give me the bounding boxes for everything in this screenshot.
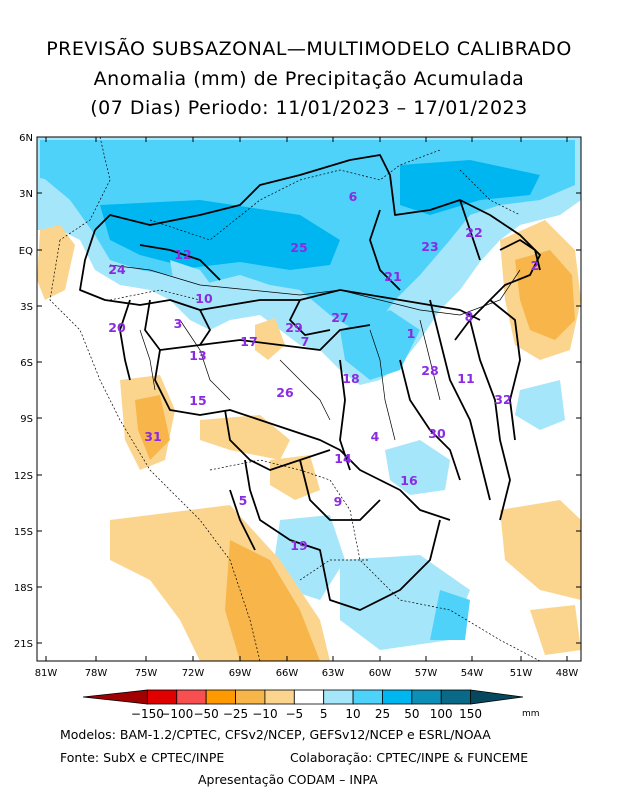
lon-tick-label: 57W — [415, 668, 438, 679]
title-line-3: (07 Dias) Periodo: 11/01/2023 – 17/01/20… — [90, 97, 528, 119]
footer-collaboration: Colaboração: CPTEC/INPE & FUNCEME — [290, 750, 529, 765]
lat-tick-label: 6S — [20, 358, 33, 369]
footer-source: Fonte: SubX e CPTEC/INPE — [60, 750, 225, 765]
colorbar-label: 10 — [345, 707, 360, 721]
basin-label: 5 — [239, 493, 248, 508]
colorbar-swatch — [382, 689, 413, 705]
colorbar-swatch — [470, 689, 524, 705]
lon-tick-label: 54W — [461, 668, 484, 679]
basin-label: 32 — [494, 392, 511, 407]
lon-tick-label: 48W — [556, 668, 579, 679]
colorbar-swatch — [146, 689, 178, 705]
colorbar-swatch — [323, 689, 354, 705]
rivers — [109, 264, 521, 441]
lon-tick-label: 66W — [276, 668, 299, 679]
title-line-2: Anomalia (mm) de Precipitação Acumulada — [93, 68, 525, 90]
colorbar-swatch — [411, 689, 442, 705]
basin-label: 23 — [421, 239, 438, 254]
lat-tick-label: 18S — [14, 583, 33, 594]
colorbar-unit: mm — [522, 709, 540, 719]
basin-label: 10 — [195, 291, 213, 306]
basin-label: 25 — [290, 240, 307, 255]
lon-tick-label: 60W — [369, 668, 392, 679]
basin-label: 17 — [240, 334, 257, 349]
lon-tick-label: 78W — [85, 668, 108, 679]
lon-tick-label: 69W — [229, 668, 252, 679]
colorbar-swatch — [264, 689, 295, 705]
basin-label: 13 — [189, 348, 206, 363]
colorbar-label: −100 — [160, 707, 193, 721]
lon-tick-label: 81W — [35, 668, 58, 679]
colorbar-label: −5 — [285, 707, 303, 721]
basin-label: 21 — [384, 269, 401, 284]
colorbar-label: −150 — [131, 707, 164, 721]
basin-label: 12 — [174, 247, 191, 262]
lat-tick-label: 15S — [14, 527, 33, 538]
colorbar-swatch — [82, 689, 148, 705]
lat-tick-label: 6N — [19, 133, 33, 144]
basin-label: 11 — [457, 371, 474, 386]
lat-tick-label: EQ — [19, 246, 33, 257]
colorbar-swatch — [293, 689, 325, 705]
lat-tick-label: 12S — [14, 471, 33, 482]
basin-outlines — [79, 154, 541, 611]
longitude-axis: 81W 78W 75W 72W 69W 66W 63W 60W 57W 54W 51W 48W — [35, 137, 579, 679]
basin-labels: 1234567891011121314151617181920212223242… — [108, 189, 539, 553]
basin-label: 27 — [331, 310, 348, 325]
lon-tick-label: 72W — [182, 668, 205, 679]
basin-label: 7 — [301, 334, 310, 349]
country-borders — [49, 137, 541, 661]
plot-frame — [36, 136, 582, 662]
basin-label: 6 — [349, 189, 358, 204]
basin-label: 31 — [144, 429, 161, 444]
basin-label: 15 — [189, 393, 206, 408]
basin-label: 24 — [108, 262, 126, 277]
precip-anomaly-field — [37, 137, 581, 661]
basin-label: 14 — [334, 451, 352, 466]
basin-label: 4 — [371, 429, 380, 444]
basin-label: 29 — [285, 320, 302, 335]
basin-label: 1 — [407, 326, 416, 341]
colorbar-label: 150 — [459, 707, 482, 721]
colorbar-label: 5 — [320, 707, 328, 721]
basin-label: 3 — [174, 316, 183, 331]
lon-tick-label: 63W — [322, 668, 345, 679]
title-line-1: PREVISÃO SUBSAZONAL—MULTIMODELO CALIBRAD… — [46, 38, 572, 60]
colorbar-label: −50 — [193, 707, 218, 721]
map-plot-area: 6N 3N EQ 3S 6S 9S 12S 15S 18S 21S 81W 78W 75W 72W 69W… — [14, 133, 582, 679]
basin-label: 28 — [421, 363, 438, 378]
basin-label: 16 — [400, 473, 418, 488]
basin-label: 18 — [342, 371, 359, 386]
basin-label: 26 — [276, 385, 294, 400]
footer-models: Modelos: BAM-1.2/CPTEC, CFSv2/NCEP, GEFS… — [60, 727, 491, 742]
basin-label: 8 — [465, 309, 474, 324]
basin-label: 9 — [334, 494, 343, 509]
lon-tick-label: 75W — [135, 668, 158, 679]
colorbar-swatch — [235, 689, 266, 705]
basin-label: 30 — [428, 426, 446, 441]
colorbar-label: −25 — [223, 707, 248, 721]
lat-tick-label: 21S — [14, 639, 33, 650]
lon-tick-label: 51W — [510, 668, 533, 679]
colorbar-label: 25 — [375, 707, 390, 721]
colorbar-swatch — [440, 689, 472, 705]
colorbar-swatch — [352, 689, 383, 705]
latitude-axis: 6N 3N EQ 3S 6S 9S 12S 15S 18S 21S — [14, 133, 581, 650]
colorbar-swatch — [176, 689, 207, 705]
colorbar-label: −10 — [252, 707, 277, 721]
footer-presentation: Apresentação CODAM – INPA — [198, 772, 378, 787]
basin-label: 19 — [290, 538, 307, 553]
basin-label: 20 — [108, 320, 126, 335]
lat-tick-label: 9S — [20, 414, 33, 425]
lat-tick-label: 3S — [20, 302, 33, 313]
basin-label: 2 — [531, 258, 540, 273]
colorbar-label: 50 — [404, 707, 419, 721]
basin-label: 22 — [465, 225, 482, 240]
colorbar-swatch — [205, 689, 236, 705]
lat-tick-label: 3N — [19, 189, 33, 200]
colorbar-label: 100 — [430, 707, 453, 721]
colorbar: −150−100 −50 −25 −10 −5 5 10 25 50 100 150 mm — [82, 689, 540, 721]
